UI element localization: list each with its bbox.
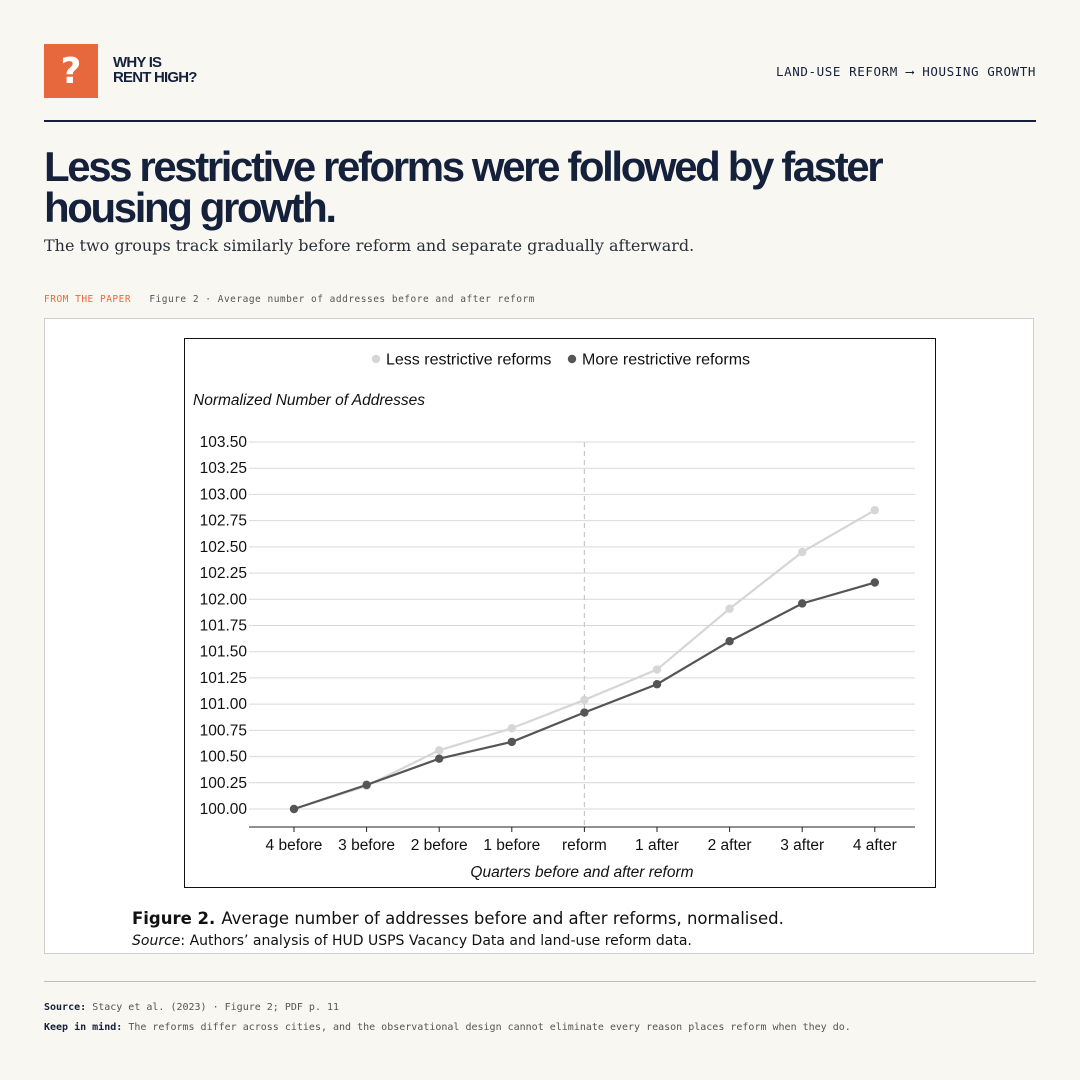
data-point <box>871 578 879 586</box>
footer-caveat-text: The reforms differ across cities, and th… <box>128 1022 850 1033</box>
legend-marker <box>568 355 576 363</box>
footer-caveat-label: Keep in mind: <box>44 1022 122 1033</box>
x-tick-label: 2 before <box>411 837 468 854</box>
x-tick-label: 2 after <box>708 837 752 854</box>
x-tick-label: 1 after <box>635 837 679 854</box>
legend-label: Less restrictive reforms <box>386 352 551 369</box>
chart-box: 100.00 100.25 100.50 100.75 101.00 101.25 101.… <box>184 338 936 888</box>
figure-caption-text: Average number of addresses before and a… <box>221 909 784 928</box>
y-tick-label: 103.50 <box>200 434 248 451</box>
footer-caveat: Keep in mind: The reforms differ across … <box>44 1022 851 1033</box>
page-subtitle: The two groups track similarly before re… <box>44 236 694 255</box>
page-title: Less restrictive reforms were followed b… <box>44 146 1034 228</box>
data-point <box>435 754 443 762</box>
line-chart: 100.00 100.25 100.50 100.75 101.00 101.25 101.… <box>185 339 935 887</box>
data-point <box>290 805 298 813</box>
figure-reference: FROM THE PAPER Figure 2 · Average number… <box>44 294 535 305</box>
figure-source: Source: Authors’ analysis of HUD USPS Va… <box>132 933 692 949</box>
y-tick-label: 101.75 <box>200 618 247 635</box>
y-tick-label: 103.00 <box>200 486 248 503</box>
y-tick-label: 100.50 <box>200 749 248 766</box>
y-tick-label: 101.25 <box>200 670 247 687</box>
data-point <box>580 708 588 716</box>
footer-source-label: Source: <box>44 1002 86 1013</box>
data-point <box>653 665 661 673</box>
x-axis-title: Quarters before and after reform <box>470 864 693 881</box>
from-paper-kicker: FROM THE PAPER <box>44 294 131 305</box>
brand-name: WHY IS RENT HIGH? <box>113 55 197 85</box>
y-tick-label: 101.50 <box>200 644 248 661</box>
brand-logo: ? <box>44 44 98 98</box>
x-tick-label: 3 before <box>338 837 395 854</box>
y-tick-label: 100.00 <box>200 801 248 818</box>
y-tick-label: 100.75 <box>200 722 247 739</box>
figure-reference-text: Figure 2 · Average number of addresses b… <box>149 294 535 305</box>
data-point <box>725 637 733 645</box>
data-point <box>508 724 516 732</box>
x-tick-label: 4 after <box>853 837 897 854</box>
x-tick-label: 4 before <box>266 837 323 854</box>
data-point <box>798 548 806 556</box>
data-point <box>725 605 733 613</box>
figure-source-text: : Authors’ analysis of HUD USPS Vacancy … <box>180 933 691 949</box>
legend-label: More restrictive reforms <box>582 352 750 369</box>
footer-source: Source: Stacy et al. (2023) · Figure 2; … <box>44 1002 339 1013</box>
figure-caption: Figure 2. Average number of addresses bef… <box>132 909 784 928</box>
data-point <box>871 506 879 514</box>
x-tick-label: 1 before <box>483 837 540 854</box>
data-point <box>362 781 370 789</box>
y-tick-label: 102.75 <box>200 513 247 530</box>
y-tick-label: 102.25 <box>200 565 247 582</box>
header-divider <box>44 120 1036 122</box>
y-tick-label: 101.00 <box>200 696 248 713</box>
question-mark-icon: ? <box>61 51 82 92</box>
footer-divider <box>44 981 1036 982</box>
data-point <box>508 738 516 746</box>
y-tick-label: 103.25 <box>200 460 247 477</box>
x-tick-label: 3 after <box>780 837 824 854</box>
brand-line-1: WHY IS <box>113 55 197 70</box>
data-point <box>653 680 661 688</box>
y-tick-label: 102.00 <box>200 591 248 608</box>
data-point <box>435 746 443 754</box>
data-point <box>798 599 806 607</box>
figure-frame: 100.00 100.25 100.50 100.75 101.00 101.25 101.… <box>44 318 1034 954</box>
y-axis-title: Normalized Number of Addresses <box>193 392 425 409</box>
topic-label: LAND-USE REFORM ⟶ HOUSING GROWTH <box>776 64 1036 79</box>
legend-marker <box>372 355 380 363</box>
x-tick-label: reform <box>562 837 607 854</box>
data-point <box>580 696 588 704</box>
footer-source-text: Stacy et al. (2023) · Figure 2; PDF p. 1… <box>92 1002 339 1013</box>
brand-line-2: RENT HIGH? <box>113 70 197 85</box>
figure-caption-label: Figure 2. <box>132 909 215 928</box>
figure-source-label: Source <box>132 933 180 949</box>
y-tick-label: 100.25 <box>200 775 247 792</box>
y-tick-label: 102.50 <box>200 539 248 556</box>
